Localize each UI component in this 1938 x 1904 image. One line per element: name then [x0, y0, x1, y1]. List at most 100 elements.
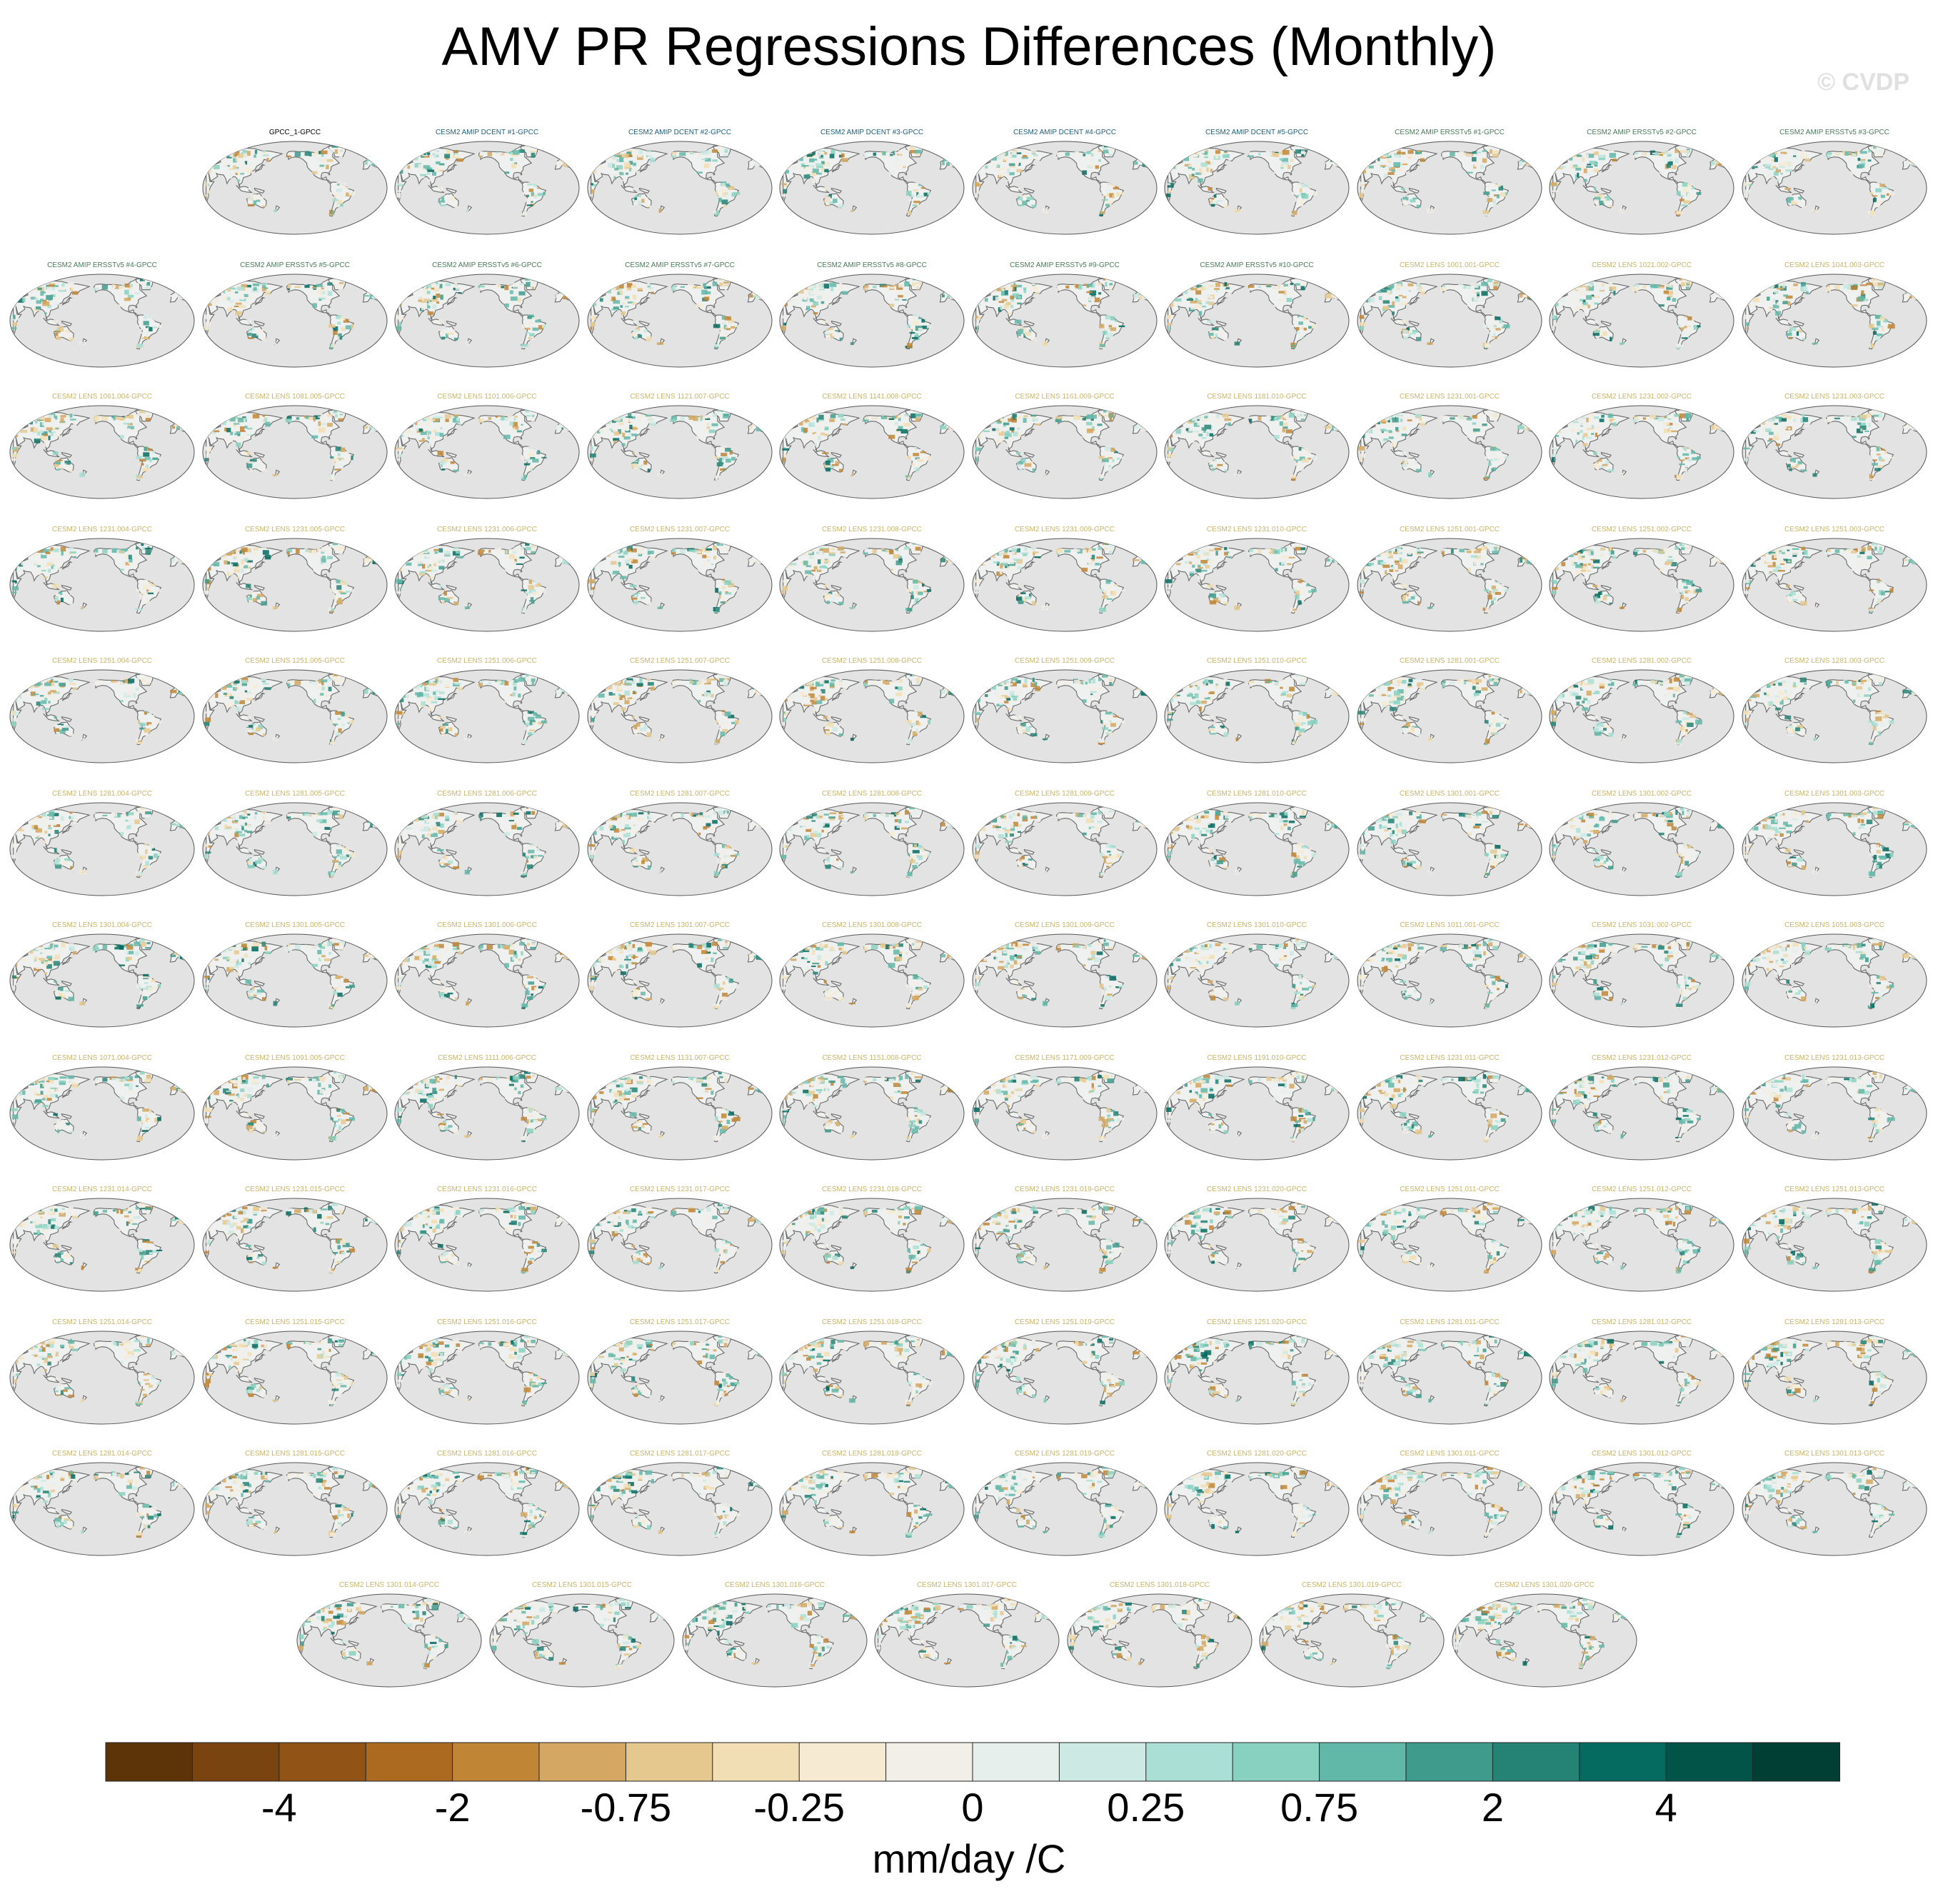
map-globe — [1357, 274, 1542, 368]
land-newguinea — [1793, 187, 1804, 194]
land-japan — [62, 296, 73, 306]
panel-title: CESM2 LENS 1281.018-GPCC — [821, 1450, 923, 1458]
land-indonesia — [428, 1111, 446, 1119]
land-newguinea — [253, 1244, 265, 1251]
map-globe — [1742, 1198, 1927, 1292]
land-japan — [1217, 692, 1227, 701]
anomaly-speckle — [1550, 1069, 1729, 1141]
map-globe — [972, 933, 1158, 1028]
land-newguinea — [1408, 716, 1420, 722]
land-namerica — [478, 1334, 533, 1374]
panel-title: CESM2 AMIP ERSSTv5 #4-GPCC — [47, 261, 157, 269]
map-panel: CESM2 LENS 1231.014-GPCC — [9, 1186, 196, 1307]
land-newguinea — [446, 187, 457, 194]
map-panel: CESM2 LENS 1301.014-GPCC — [296, 1581, 483, 1703]
land-namerica — [1248, 409, 1302, 449]
land-namerica — [1441, 1465, 1495, 1505]
land-newguinea — [1023, 1244, 1035, 1251]
panel-title: CESM2 LENS 1231.015-GPCC — [244, 1186, 346, 1193]
land-newguinea — [638, 1377, 650, 1383]
map-panel: CESM2 LENS 1231.008-GPCC — [778, 526, 965, 647]
land-indonesia — [1005, 1242, 1023, 1251]
colorbar-tick-label: 0.25 — [1107, 1785, 1185, 1830]
map-globe — [779, 538, 965, 632]
land-japan — [1602, 956, 1612, 966]
colorbar-box — [1579, 1742, 1667, 1782]
map-globe — [972, 141, 1158, 235]
colorbar-box — [1752, 1742, 1841, 1782]
panel-title: CESM2 LENS 1301.004-GPCC — [51, 921, 153, 929]
colorbar-box — [1232, 1742, 1320, 1782]
land-japan — [447, 428, 458, 437]
land-japan — [640, 1353, 651, 1363]
land-japan — [1410, 1485, 1420, 1494]
land-indonesia — [813, 318, 830, 326]
watermark: © CVDP — [1817, 69, 1909, 96]
land-japan — [640, 956, 651, 966]
anomaly-speckle — [975, 1334, 1151, 1406]
map-globe — [9, 1198, 195, 1292]
land-newguinea — [1408, 1113, 1420, 1119]
anomaly-speckle — [1551, 407, 1727, 480]
panel-title: CESM2 LENS 1301.019-GPCC — [1301, 1581, 1402, 1589]
map-panel: CESM2 LENS 1171.009-GPCC — [971, 1054, 1158, 1176]
map-panel: CESM2 LENS 1251.018-GPCC — [778, 1318, 965, 1440]
land-japan — [640, 692, 651, 701]
panel-title: CESM2 LENS 1231.007-GPCC — [629, 526, 730, 533]
panel-title: GPCC_1-GPCC — [268, 129, 321, 136]
map-panel: CESM2 LENS 1231.018-GPCC — [778, 1186, 965, 1307]
map-panel: CESM2 LENS 1301.015-GPCC — [488, 1581, 676, 1703]
map-panel: CESM2 LENS 1251.015-GPCC — [201, 1318, 388, 1440]
land-newguinea — [1023, 1377, 1035, 1383]
map-globe — [202, 405, 388, 499]
map-globe — [779, 141, 965, 235]
map-panel: CESM2 LENS 1231.003-GPCC — [1741, 393, 1928, 514]
land-namerica — [863, 673, 918, 713]
land-newguinea — [830, 1244, 842, 1251]
anomaly-speckle — [203, 672, 381, 746]
panel-title: CESM2 AMIP DCENT #4-GPCC — [1013, 129, 1117, 136]
land-indonesia — [1198, 1111, 1215, 1119]
map-globe — [202, 274, 388, 368]
land-newguinea — [830, 584, 842, 591]
panel-title: CESM2 LENS 1251.012-GPCC — [1591, 1186, 1692, 1193]
land-newguinea — [1793, 1508, 1804, 1515]
map-panel: CESM2 AMIP ERSSTv5 #8-GPCC — [778, 261, 965, 383]
land-namerica — [1248, 541, 1302, 581]
anomaly-speckle — [490, 1597, 669, 1670]
panel-title: CESM2 LENS 1061.004-GPCC — [51, 393, 153, 401]
anomaly-speckle — [780, 1201, 960, 1273]
panel-title: CESM2 AMIP ERSSTv5 #10-GPCC — [1200, 261, 1314, 269]
panel-title: CESM2 LENS 1251.003-GPCC — [1784, 526, 1885, 533]
panel-title: CESM2 AMIP ERSSTv5 #8-GPCC — [817, 261, 927, 269]
map-panel: CESM2 LENS 1021.002-GPCC — [1548, 261, 1735, 383]
land-japan — [1410, 956, 1420, 966]
map-globe — [394, 141, 580, 235]
land-namerica — [863, 1334, 918, 1374]
land-japan — [1120, 1616, 1130, 1625]
land-namerica — [766, 1597, 820, 1637]
land-namerica — [1633, 277, 1687, 317]
map-globe — [394, 1462, 580, 1556]
panel-title: CESM2 AMIP ERSSTv5 #6-GPCC — [432, 261, 542, 269]
map-globe — [587, 802, 773, 896]
land-japan — [1312, 1616, 1322, 1625]
map-panel: CESM2 LENS 1091.005-GPCC — [201, 1054, 388, 1176]
land-namerica — [1056, 1334, 1110, 1374]
land-japan — [640, 561, 651, 570]
land-japan — [1410, 164, 1420, 173]
anomaly-speckle — [204, 1069, 381, 1141]
map-panel: CESM2 LENS 1301.010-GPCC — [1163, 921, 1350, 1043]
land-indonesia — [43, 978, 61, 986]
land-namerica — [1633, 1465, 1687, 1505]
land-japan — [1025, 296, 1035, 306]
land-japan — [542, 1616, 553, 1625]
land-newguinea — [1793, 716, 1804, 722]
map-globe — [394, 274, 580, 368]
land-japan — [447, 692, 458, 701]
land-indonesia — [813, 449, 830, 458]
map-globe — [296, 1593, 482, 1688]
land-namerica — [671, 277, 726, 317]
map-globe — [9, 405, 195, 499]
